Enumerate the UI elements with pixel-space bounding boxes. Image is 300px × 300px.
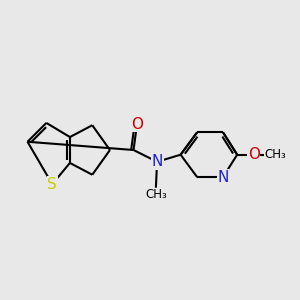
Text: CH₃: CH₃ xyxy=(264,148,286,161)
Text: S: S xyxy=(47,177,57,192)
Text: O: O xyxy=(131,117,143,132)
Text: N: N xyxy=(152,154,163,169)
Text: N: N xyxy=(217,169,229,184)
Text: O: O xyxy=(248,147,260,162)
Text: CH₃: CH₃ xyxy=(145,188,167,201)
